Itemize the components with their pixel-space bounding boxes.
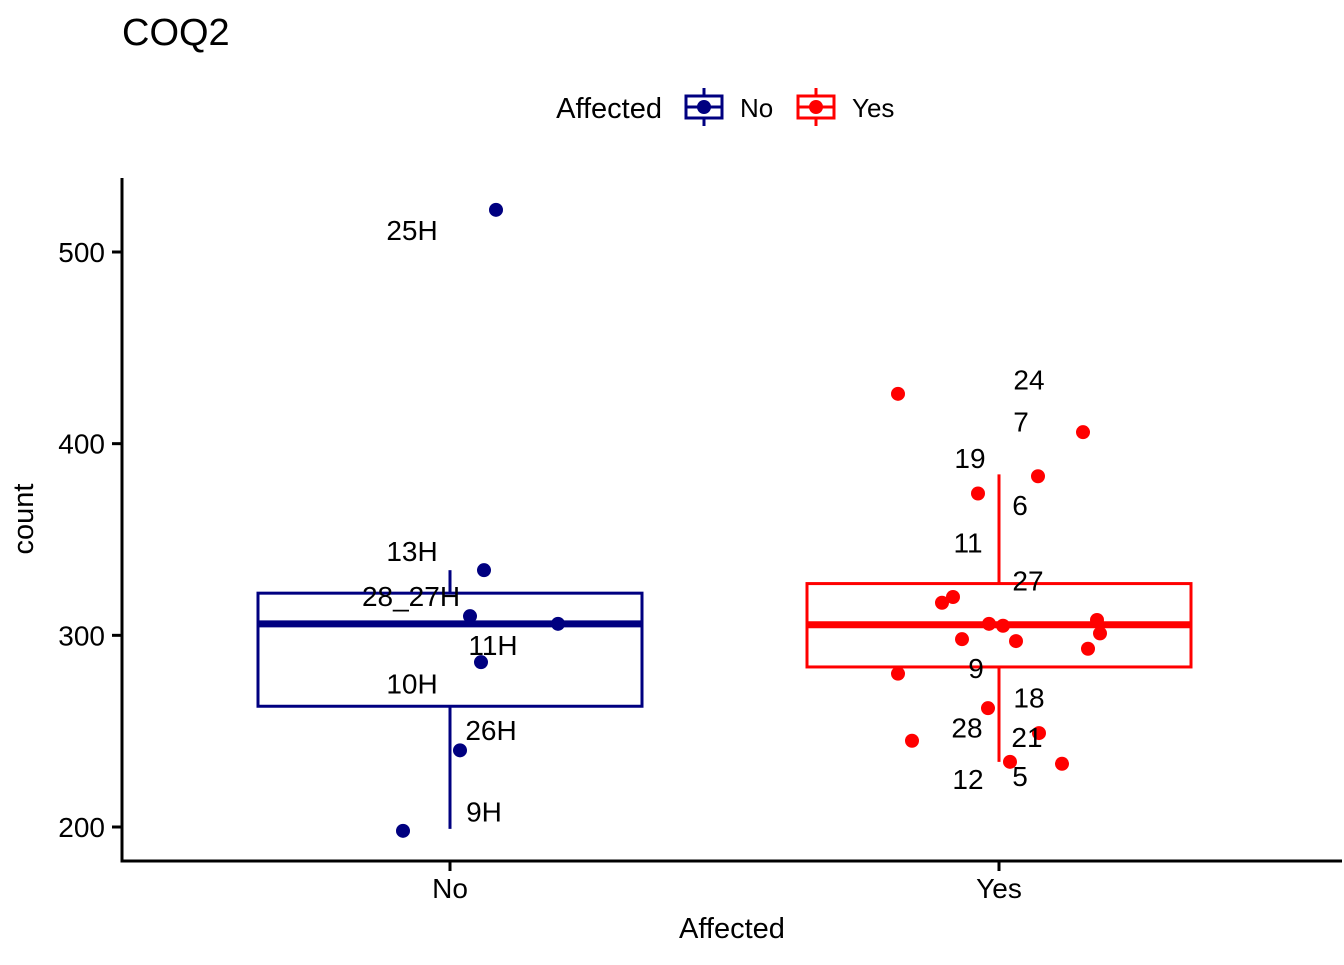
legend-title: Affected (556, 93, 662, 125)
data-point (1081, 641, 1095, 656)
point-label: 25H (386, 215, 437, 246)
y-tick-label: 400 (58, 429, 105, 460)
data-point (489, 202, 503, 217)
y-tick-label: 500 (58, 237, 105, 268)
data-point (474, 655, 488, 670)
data-point (891, 386, 905, 401)
data-point (946, 590, 960, 604)
data-point (396, 823, 410, 838)
point-label: 10H (386, 668, 437, 699)
point-label: 12 (952, 764, 983, 795)
data-point (1032, 726, 1046, 741)
point-label: 11 (953, 527, 982, 558)
data-point (1009, 634, 1023, 649)
legend-item-label: No (740, 93, 773, 123)
data-point (1093, 626, 1107, 641)
x-tick-label: Yes (976, 873, 1022, 904)
data-point (1031, 469, 1045, 484)
legend-key-point (697, 100, 711, 114)
x-tick-label: No (432, 873, 468, 904)
point-label: 13H (386, 536, 437, 567)
data-point (551, 616, 565, 631)
data-point (1090, 613, 1104, 627)
boxplot-group-yes: 24 7 19 6 11 27 9 18 28 21 12 5 (805, 364, 1193, 795)
point-label: 24 (1013, 364, 1044, 395)
y-axis-title: count (8, 484, 40, 555)
point-label: 11H (468, 630, 517, 661)
point-label: 28_27H (362, 581, 460, 612)
y-tick-label: 300 (58, 620, 105, 651)
point-label: 19 (954, 443, 985, 474)
data-point (996, 618, 1010, 633)
data-point (477, 563, 491, 578)
point-label: 6 (1012, 490, 1028, 521)
legend-key-no: No (684, 88, 773, 126)
legend-item-label: Yes (852, 93, 894, 123)
legend-keys: No Yes (684, 88, 894, 126)
legend-key-yes: Yes (796, 88, 894, 126)
x-axis-title: Affected (679, 913, 785, 945)
legend-key-point (809, 100, 823, 114)
data-point (981, 701, 995, 716)
data-point (453, 743, 467, 758)
point-label: 27 (1012, 566, 1043, 597)
box (256, 591, 644, 708)
plot-panel: 200 300 400 500 No Yes 25H 13H 28_27H 11H 10H 26H 9H… (58, 178, 1342, 904)
data-point (1076, 425, 1090, 440)
chart-title: COQ2 (122, 12, 230, 54)
data-point (891, 666, 905, 681)
point-label: 21 (1011, 722, 1042, 753)
point-label: 18 (1013, 683, 1044, 714)
data-point (982, 616, 996, 631)
point-label: 26H (465, 715, 516, 746)
data-point (955, 632, 969, 647)
data-point (905, 733, 919, 748)
data-point (935, 595, 949, 610)
point-label: 7 (1013, 407, 1029, 438)
point-label: 28 (951, 712, 982, 743)
point-label: 5 (1012, 761, 1028, 792)
data-point (971, 486, 985, 501)
data-point (1055, 756, 1069, 771)
point-label: 9 (968, 653, 984, 684)
boxplot-group-no: 25H 13H 28_27H 11H 10H 26H 9H (256, 202, 644, 838)
data-point (1003, 754, 1017, 769)
point-label: 9H (466, 797, 502, 828)
data-point (463, 609, 477, 624)
y-tick-label: 200 (58, 812, 105, 843)
